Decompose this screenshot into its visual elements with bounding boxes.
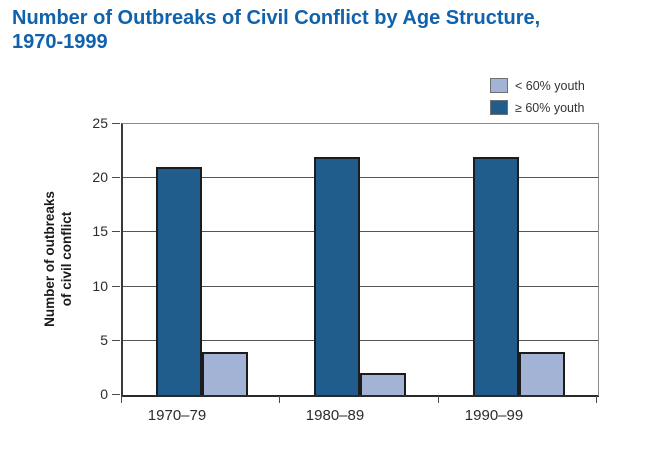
- bar-lt60-youth: [202, 352, 248, 395]
- x-category-label: 1980–89: [305, 407, 365, 424]
- legend-swatch-lt60-icon: [490, 78, 508, 93]
- legend-swatch-ge60-icon: [490, 100, 508, 115]
- legend-item-ge60: ≥ 60% youth: [490, 100, 585, 115]
- y-axis-title-line2: of civil conflict: [59, 211, 74, 307]
- y-tick-label: 20: [92, 169, 108, 185]
- y-axis-title-line1: Number of outbreaks: [42, 191, 57, 327]
- chart-title: Number of Outbreaks of Civil Conflict by…: [12, 6, 612, 54]
- bar-ge60-youth: [156, 167, 202, 395]
- bar-lt60-youth: [360, 373, 406, 395]
- x-tick-mark: [121, 396, 122, 403]
- legend-item-lt60: < 60% youth: [490, 78, 585, 93]
- plot-area: [121, 123, 599, 397]
- x-category-label: 1990–99: [464, 407, 524, 424]
- y-axis-title: Number of outbreaks of civil conflict: [41, 118, 77, 400]
- legend: < 60% youth ≥ 60% youth: [490, 78, 585, 122]
- y-tick-mark: [112, 123, 120, 124]
- y-tick-label: 5: [100, 332, 108, 348]
- legend-label-ge60: ≥ 60% youth: [515, 100, 585, 115]
- y-tick-mark: [112, 340, 120, 341]
- bar-lt60-youth: [519, 352, 565, 395]
- gridline: [123, 285, 598, 287]
- y-tick-label: 0: [100, 386, 108, 402]
- gridline: [123, 231, 598, 233]
- gridline: [123, 177, 598, 179]
- x-tick-mark: [438, 396, 439, 403]
- y-tick-label: 15: [92, 223, 108, 239]
- y-tick-mark: [112, 394, 120, 395]
- legend-label-lt60: < 60% youth: [515, 78, 585, 93]
- bar-ge60-youth: [473, 157, 519, 395]
- chart-title-line2: 1970-1999: [12, 31, 108, 53]
- gridline: [123, 339, 598, 341]
- y-tick-mark: [112, 231, 120, 232]
- x-tick-mark: [279, 396, 280, 403]
- chart-title-line1: Number of Outbreaks of Civil Conflict by…: [12, 7, 541, 29]
- y-tick-label: 10: [92, 278, 108, 294]
- x-tick-mark: [596, 396, 597, 403]
- y-tick-mark: [112, 286, 120, 287]
- y-tick-label: 25: [92, 115, 108, 131]
- bar-ge60-youth: [314, 157, 360, 395]
- y-tick-mark: [112, 177, 120, 178]
- x-category-label: 1970–79: [147, 407, 207, 424]
